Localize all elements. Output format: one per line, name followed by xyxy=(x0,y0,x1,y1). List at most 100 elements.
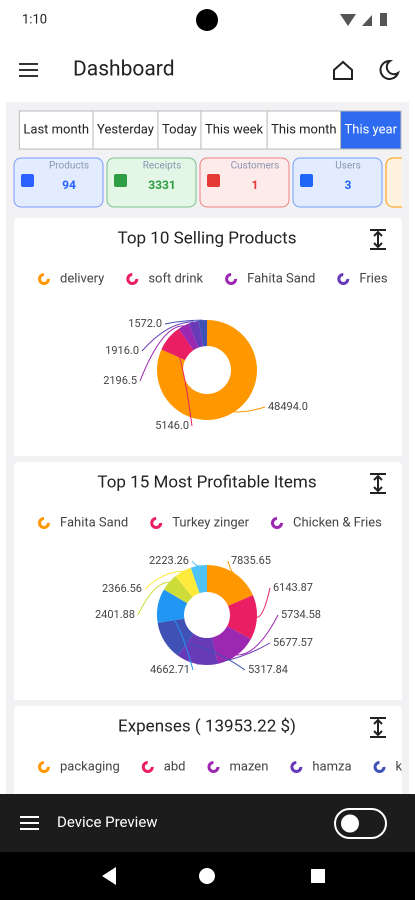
stat-card[interactable] xyxy=(385,157,415,208)
stat-card[interactable] xyxy=(199,157,290,208)
donut-slice xyxy=(157,320,257,420)
stat-value: 3331 xyxy=(148,178,176,192)
donut-slice xyxy=(188,320,204,348)
chart-card: Top 15 Most Profitable Items Fahita Sand T… xyxy=(14,462,402,700)
data-label: 2196.5 xyxy=(103,374,137,387)
legend-icon xyxy=(38,273,50,285)
legend-icon xyxy=(270,517,283,529)
legend-icon xyxy=(38,761,50,773)
stat-label: Receipts xyxy=(143,161,181,172)
leader-line xyxy=(196,642,271,665)
stat-icon xyxy=(114,174,127,187)
card-bg xyxy=(14,706,402,794)
legend-icon xyxy=(225,273,238,285)
donut-slice xyxy=(190,565,207,594)
leader-line xyxy=(164,319,203,325)
card-bg xyxy=(14,462,402,700)
legend-icon xyxy=(337,273,350,285)
donut-slice xyxy=(157,589,188,623)
data-label: 5317.84 xyxy=(248,663,288,676)
wifi-icon xyxy=(340,14,356,26)
leader-line xyxy=(191,560,199,567)
data-label: 2366.56 xyxy=(102,582,142,595)
tab[interactable] xyxy=(18,110,94,150)
leader-line xyxy=(139,325,184,382)
tab[interactable] xyxy=(157,110,202,150)
legend-label: Fries xyxy=(359,271,387,286)
donut-slice xyxy=(207,565,253,606)
signal-icon xyxy=(362,15,372,26)
data-label: 1572.0 xyxy=(128,317,162,330)
home-icon[interactable] xyxy=(333,60,353,80)
stats: Products 94 Receipts 3331 Customers 1 Users 3 xyxy=(13,157,415,208)
leader-line xyxy=(164,640,246,671)
status-time: 1:10 xyxy=(22,12,47,27)
legend-icon xyxy=(126,273,139,285)
legend-icon xyxy=(290,761,303,773)
legend-label: Fahita Sand xyxy=(247,271,315,286)
legend-label: packaging xyxy=(60,759,120,774)
stat-label: Users xyxy=(335,161,361,172)
tab-label: This year xyxy=(345,122,398,137)
expand-icon[interactable] xyxy=(370,717,386,738)
stat-icon xyxy=(21,174,34,187)
tab-label: Today xyxy=(162,122,197,137)
tab[interactable] xyxy=(266,110,342,150)
stat-card[interactable] xyxy=(106,157,197,208)
legend-label: abd xyxy=(164,759,186,774)
data-label: 48494.0 xyxy=(268,400,308,413)
expand-icon[interactable] xyxy=(370,473,386,494)
tabs: Last month Yesterday Today This week This mo… xyxy=(18,110,402,150)
chart-title: Expenses ( 13953.22 $) xyxy=(118,716,296,736)
legend-label: Fahita Sand xyxy=(60,515,128,530)
legend-label: Turkey zinger xyxy=(172,515,249,530)
legend-icon xyxy=(141,761,154,773)
expand-icon[interactable] xyxy=(370,229,386,250)
chart-card: Expenses ( 13953.22 $) packaging abd mazen h… xyxy=(14,706,403,794)
leader-line xyxy=(144,570,183,590)
leader-line xyxy=(157,605,194,671)
device-preview-label: Device Preview xyxy=(57,813,158,831)
stat-label: Customers xyxy=(231,161,280,172)
data-label: 5677.57 xyxy=(273,636,313,649)
leader-line xyxy=(141,321,194,352)
menu-icon[interactable] xyxy=(19,63,38,77)
settings-icon[interactable] xyxy=(20,816,39,830)
donut-slice xyxy=(161,328,194,361)
card-bg xyxy=(14,218,402,456)
stat-card[interactable] xyxy=(13,157,104,208)
tab[interactable] xyxy=(340,110,402,150)
legend-icon xyxy=(150,517,163,529)
data-label: 2401.88 xyxy=(95,608,135,621)
legend-label: k xyxy=(396,759,403,774)
legend-icon xyxy=(207,761,220,773)
leader-line xyxy=(137,581,170,616)
tab-label: This month xyxy=(271,122,336,137)
nav-recents[interactable] xyxy=(311,869,325,883)
nav-back[interactable] xyxy=(102,867,116,885)
stat-icon xyxy=(207,174,220,187)
chart-title: Top 10 Selling Products xyxy=(118,228,297,248)
theme-icon[interactable] xyxy=(379,59,400,80)
stat-icon xyxy=(300,174,313,187)
tab-label: Yesterday xyxy=(97,122,154,137)
tab[interactable] xyxy=(92,110,159,150)
leader-line xyxy=(234,406,266,413)
data-label: 7835.65 xyxy=(231,554,271,567)
stat-value: 94 xyxy=(62,178,76,192)
legend-label: soft drink xyxy=(148,271,203,286)
tab-label: Last month xyxy=(23,122,89,137)
tab-label: This week xyxy=(205,122,264,137)
nav-home[interactable] xyxy=(199,868,215,884)
leader-line xyxy=(227,560,235,574)
legend-icon xyxy=(373,761,386,773)
toggle[interactable] xyxy=(334,808,387,839)
stat-card[interactable] xyxy=(292,157,383,208)
legend-label: hamza xyxy=(312,759,351,774)
data-label: 5734.58 xyxy=(281,608,321,621)
data-label: 4662.71 xyxy=(150,663,190,676)
legend-label: delivery xyxy=(60,271,104,286)
camera xyxy=(196,9,218,31)
donut-slice xyxy=(227,595,257,640)
